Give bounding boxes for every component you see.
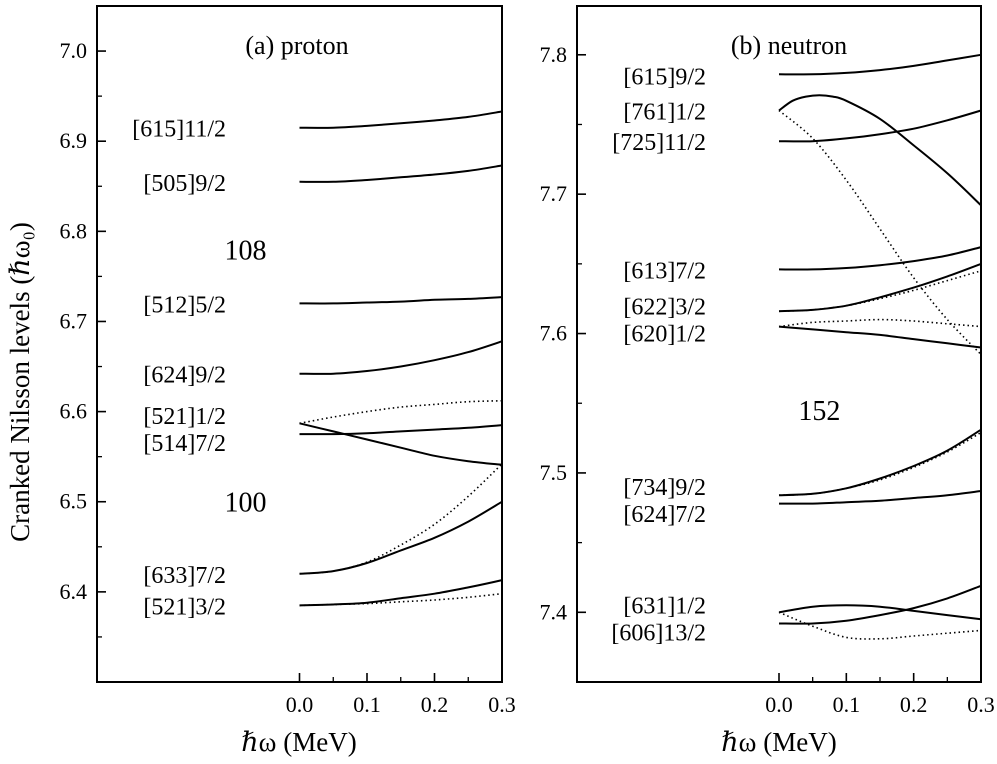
orbital-label: [725]11/2 [612,130,706,156]
orbital-label: [633]7/2 [143,563,226,589]
level-curve-dotted [299,400,503,425]
panel-proton-orbital-labels: [615]11/2 [505]9/2 [512]5/2 [624]9/2 [521]1/… [132,117,226,621]
level-curve-solid [299,424,503,436]
level-curve-solid [778,94,982,207]
y-tick-label: 7.5 [540,460,568,485]
level-curve-solid [299,164,503,183]
level-curve-solid [778,584,982,625]
orbital-label: [521]1/2 [143,404,226,430]
level-curve-solid [299,422,503,466]
panel-neutron-x-axis-title: ℏω (MeV) [721,727,836,757]
panel-proton-x-axis-title: ℏω (MeV) [241,727,356,757]
level-curve-solid [299,296,503,305]
panel-neutron-y-axis: 7.4 7.5 7.6 7.7 7.8 [540,42,586,683]
x-tick-label: 0.3 [967,692,995,717]
level-curve-solid [778,109,982,143]
y-tick-label: 6.4 [60,579,88,604]
panel-neutron-gap-labels: 152 [798,396,840,427]
level-curve-solid [778,246,982,271]
level-curve-solid [778,53,982,76]
level-curve-solid [299,110,503,129]
x-tick-label: 0.0 [765,692,793,717]
panel-neutron-orbital-labels: [615]9/2 [761]1/2 [725]11/2 [613]7/2 [622]3/… [611,65,706,647]
y-tick-label: 6.6 [60,399,88,424]
shell-gap-label: 100 [225,488,267,519]
orbital-label: [512]5/2 [143,292,226,318]
panel-proton-title: (a) proton [245,31,348,60]
y-tick-label: 6.7 [60,308,88,333]
level-curve-dotted [299,463,503,575]
level-curve-solid [778,604,982,621]
panel-proton-x-axis: 0.0 0.1 0.2 0.3 [286,673,516,717]
level-curve-solid [778,428,982,497]
orbital-label: [505]9/2 [143,171,226,197]
x-tick-label: 0.3 [488,692,516,717]
level-curve-dotted [778,611,982,640]
level-curve-solid [299,579,503,607]
x-tick-label: 0.2 [421,692,449,717]
x-tick-label: 0.1 [353,692,381,717]
y-tick-label: 6.5 [60,489,88,514]
panel-proton-y-axis: 6.4 6.5 6.6 6.7 6.8 6.9 7.0 [60,5,106,638]
y-tick-label: 7.6 [540,321,568,346]
level-curve-solid [299,340,503,375]
orbital-label: [622]3/2 [623,294,706,320]
level-curve-dotted [778,270,982,312]
panel-neutron-title: (b) neutron [731,31,847,60]
panel-proton-level-curves [299,110,503,607]
orbital-label: [734]9/2 [623,475,706,501]
panel-proton: (a) proton ℏω (MeV) 6.4 6.5 6.6 6.7 6.8 6.9 7.… [60,5,516,757]
orbital-label: [615]11/2 [132,117,226,143]
y-axis-title: Cranked Nilsson levels (ℏω₀) [5,222,35,542]
level-curve-solid [778,262,982,313]
x-tick-label: 0.0 [286,692,314,717]
y-tick-label: 6.9 [60,128,88,153]
level-curve-solid [778,490,982,505]
x-tick-label: 0.2 [900,692,928,717]
orbital-label: [624]9/2 [143,363,226,389]
panel-proton-gap-labels: 108 100 [225,235,267,518]
orbital-label: [521]3/2 [143,594,226,620]
y-tick-label: 7.8 [540,42,568,67]
shell-gap-label: 152 [798,396,840,427]
y-tick-label: 6.8 [60,218,88,243]
orbital-label: [514]7/2 [143,431,226,457]
y-tick-label: 7.4 [540,599,568,624]
y-tick-label: 7.7 [540,181,568,206]
level-curve-solid [299,500,503,575]
orbital-label: [606]13/2 [611,620,706,646]
orbital-label: [615]9/2 [623,65,706,91]
orbital-label: [613]7/2 [623,258,706,284]
x-tick-label: 0.1 [833,692,861,717]
level-curve-dotted [778,109,982,356]
orbital-label: [620]1/2 [623,321,706,347]
orbital-label: [624]7/2 [623,502,706,528]
orbital-label: [631]1/2 [623,593,706,619]
level-curve-dotted [778,431,982,496]
level-curve-solid [778,325,982,349]
orbital-label: [761]1/2 [623,100,706,126]
panel-neutron-level-curves [778,53,982,640]
y-tick-label: 7.0 [60,38,88,63]
panel-neutron-x-axis: 0.0 0.1 0.2 0.3 [765,673,995,717]
shell-gap-label: 108 [225,235,267,266]
panel-neutron: (b) neutron ℏω (MeV) 7.4 7.5 7.6 7.7 7.8 0.0… [540,5,995,757]
